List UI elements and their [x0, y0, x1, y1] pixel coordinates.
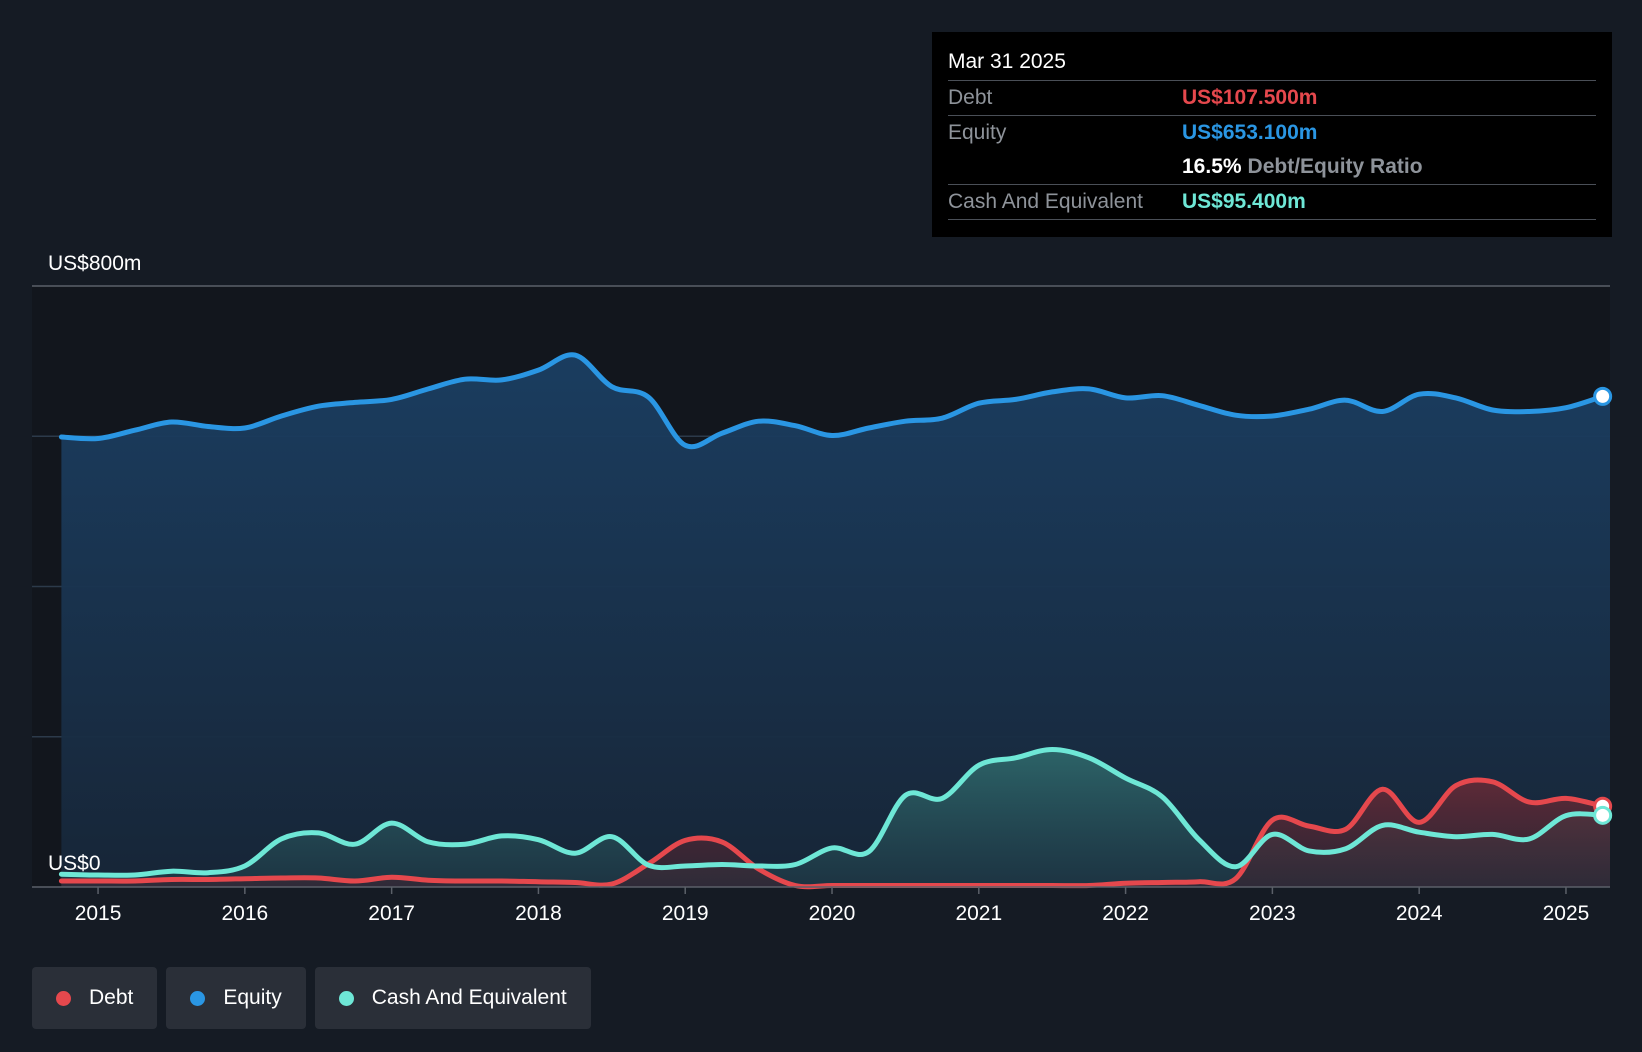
tooltip-panel: Mar 31 2025 Debt US$107.500m Equity US$6… [932, 32, 1612, 237]
tooltip-ratio-row: 16.5% Debt/Equity Ratio [948, 150, 1596, 184]
x-tick-label-2021: 2021 [955, 902, 1002, 925]
tooltip-debt-label: Debt [948, 86, 993, 109]
debt-line [58, 777, 1606, 890]
debt-dot-icon [56, 990, 71, 1006]
equity-line [58, 352, 1606, 450]
legend-cash-label: Cash And Equivalent [371, 986, 567, 1009]
x-axis-ticks: 2015 2016 2017 2018 2019 2020 2021 2022 2023 2024… [75, 887, 1590, 925]
tooltip-equity-row: Equity US$653.100m [948, 115, 1596, 150]
legend-equity-label: Equity [223, 986, 282, 1009]
tooltip-cash-value: US$95.400m [1182, 190, 1306, 213]
x-tick-label-2022: 2022 [1102, 902, 1149, 925]
x-tick-label-2023: 2023 [1249, 902, 1296, 925]
cash-end-marker [1593, 805, 1613, 825]
tooltip-debt-value: US$107.500m [1182, 86, 1318, 109]
equity-end-marker [1593, 386, 1613, 406]
tooltip-equity-label: Equity [948, 121, 1007, 144]
legend-item-cash[interactable]: Cash And Equivalent [314, 967, 591, 1029]
x-tick-label-2018: 2018 [515, 902, 562, 925]
x-tick-label-2020: 2020 [809, 902, 856, 925]
x-tick-label-2019: 2019 [662, 902, 709, 925]
y-top-label: US$800m [48, 252, 141, 275]
legend-debt-label: Debt [89, 986, 134, 1009]
tooltip-debt-row: Debt US$107.500m [948, 80, 1596, 115]
tooltip-ratio-value: 16.5% [1182, 155, 1242, 178]
legend-item-debt[interactable]: Debt [32, 967, 158, 1029]
tooltip-cash-row: Cash And Equivalent US$95.400m [948, 184, 1596, 220]
cash-area [61, 749, 1610, 887]
x-tick-label-2015: 2015 [75, 902, 122, 925]
legend: Debt Equity Cash And Equivalent [32, 967, 600, 1029]
x-tick-label-2017: 2017 [368, 902, 415, 925]
tooltip-cash-label: Cash And Equivalent [948, 190, 1143, 213]
x-tick-label-2024: 2024 [1396, 902, 1443, 925]
x-tick-label-2025: 2025 [1543, 902, 1590, 925]
x-tick-label-2016: 2016 [221, 902, 268, 925]
tooltip-equity-value: US$653.100m [1182, 121, 1318, 144]
legend-item-equity[interactable]: Equity [166, 967, 306, 1029]
equity-area [61, 354, 1610, 887]
equity-dot-icon [190, 990, 206, 1006]
cash-line [58, 747, 1606, 878]
y-bottom-label: US$0 [48, 852, 101, 875]
cash-dot-icon [338, 990, 354, 1006]
tooltip-date: Mar 31 2025 [948, 50, 1066, 73]
tooltip-ratio-label: Debt/Equity Ratio [1247, 155, 1423, 178]
debt-area [61, 780, 1610, 887]
